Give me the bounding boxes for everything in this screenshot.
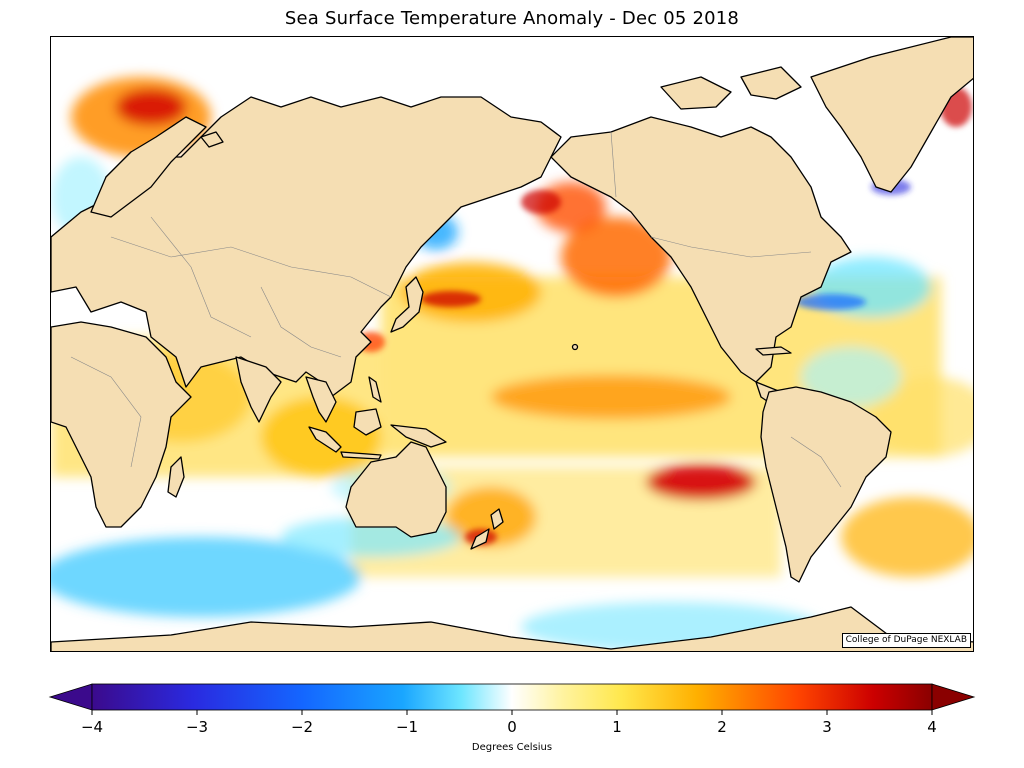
warm-south-pacific-hot [646,464,756,500]
credit-label: College of DuPage NEXLAB [841,633,971,648]
colorbar-tick-label: 2 [717,718,727,736]
colorbar-ticks [91,710,933,715]
warm-nepac [561,217,671,297]
land-madagascar [167,456,185,498]
land-india [235,356,282,423]
borders [70,131,842,488]
land-sumatra [308,426,342,453]
warm-npac-west [401,262,541,322]
colorbar-low-extend [48,683,93,711]
colorbar-label: Degrees Celsius [471,742,553,753]
colorbar-tick-label: 0 [507,718,517,736]
colorbar-tick-label: −3 [185,718,209,736]
warm-norwegian-core [116,89,186,125]
land-se-asia [305,376,337,423]
warm-enso [491,375,731,419]
map-title: Sea Surface Temperature Anomaly - Dec 05… [284,8,740,29]
hot-spot-bering [521,190,561,214]
land-africa [51,321,192,528]
land-eurasia [51,96,562,398]
colorbar-tick-label: 3 [822,718,832,736]
land-iceland [200,131,224,148]
colorbar-bar [91,683,933,711]
colorbar-high-extend [931,683,976,711]
land-new-guinea [390,424,447,448]
land-hawaii [571,343,579,351]
warm-atlantic-south [841,497,973,577]
cold-spot-gulf-stream [796,294,866,310]
map-panel: College of DuPage NEXLAB [50,36,974,652]
hot-spot-kuroshio [421,291,481,307]
cold-southern-ocean-west [51,537,361,617]
sst-anomaly-map: College of DuPage NEXLAB [51,37,973,651]
land-japan [390,276,424,333]
colorbar-tick-label: 4 [927,718,937,736]
land [51,37,973,651]
colorbar-tick-label: 1 [612,718,622,736]
land-scandinavia [90,116,207,218]
colorbar-graphic [48,683,976,715]
warm-atlantic-trop [871,377,973,457]
land-arctic-islands [660,66,802,110]
land-cuba [755,346,792,356]
colorbar-tick-label: −4 [80,718,104,736]
land-philippines [368,376,382,403]
land-south-america [760,386,892,583]
cold-atlantic-mid [801,347,901,407]
land-greenland [810,37,973,193]
colorbar [48,682,976,722]
colorbar-tick-label: −2 [290,718,314,736]
land-borneo [353,408,382,436]
land-new-zealand [470,508,504,550]
colorbar-tick-label: −1 [395,718,419,736]
land-java [340,451,382,460]
land-australia [345,441,447,538]
